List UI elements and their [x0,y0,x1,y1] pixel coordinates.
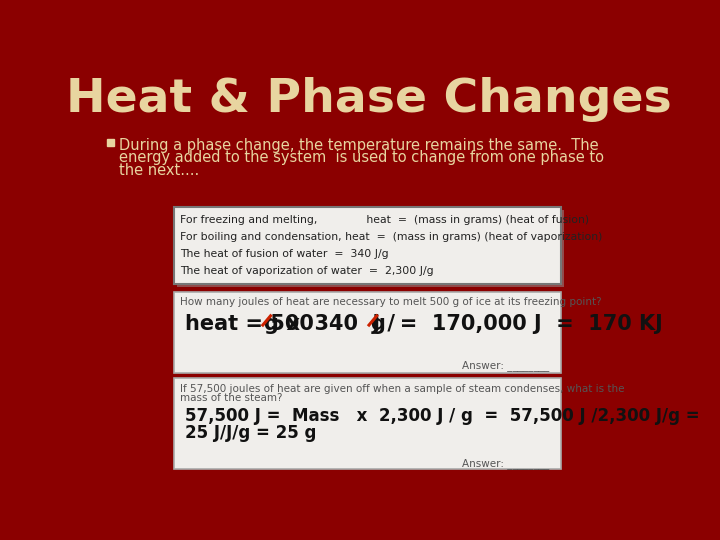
Text: For freezing and melting,              heat  =  (mass in grams) (heat of fusion): For freezing and melting, heat = (mass i… [180,215,589,225]
Text: How many joules of heat are necessary to melt 500 g of ice at its freezing point: How many joules of heat are necessary to… [180,298,601,307]
Text: energy added to the system  is used to change from one phase to: energy added to the system is used to ch… [120,150,605,165]
FancyBboxPatch shape [177,211,564,287]
Text: mass of the steam?: mass of the steam? [180,393,282,403]
Text: g: g [370,314,384,334]
Text: The heat of fusion of water  =  340 J/g: The heat of fusion of water = 340 J/g [180,249,389,259]
Text: 25 J/J/g = 25 g: 25 J/J/g = 25 g [184,424,316,442]
Text: Heat & Phase Changes: Heat & Phase Changes [66,77,672,122]
Text: =  170,000 J  =  170 KJ: = 170,000 J = 170 KJ [378,314,663,334]
Text: 57,500 J =  Mass   x  2,300 J / g  =  57,500 J /2,300 J/g =: 57,500 J = Mass x 2,300 J / g = 57,500 J… [184,408,699,426]
Text: Answer: ________: Answer: ________ [462,458,549,469]
Bar [107,139,114,146]
FancyBboxPatch shape [174,207,561,284]
Text: The heat of vaporization of water  =  2,300 J/g: The heat of vaporization of water = 2,30… [180,266,433,276]
Text: g: g [264,314,279,334]
Text: x  340  J /: x 340 J / [272,314,402,334]
FancyBboxPatch shape [174,378,561,469]
Text: During a phase change, the temperature remains the same.  The: During a phase change, the temperature r… [120,138,599,153]
Text: For boiling and condensation, heat  =  (mass in grams) (heat of vaporization): For boiling and condensation, heat = (ma… [180,232,602,242]
FancyBboxPatch shape [174,292,561,373]
Text: If 57,500 joules of heat are given off when a sample of steam condenses, what is: If 57,500 joules of heat are given off w… [180,383,624,394]
Text: heat = 500: heat = 500 [184,314,320,334]
Text: the next....: the next.... [120,163,199,178]
Text: Answer: ________: Answer: ________ [462,361,549,372]
